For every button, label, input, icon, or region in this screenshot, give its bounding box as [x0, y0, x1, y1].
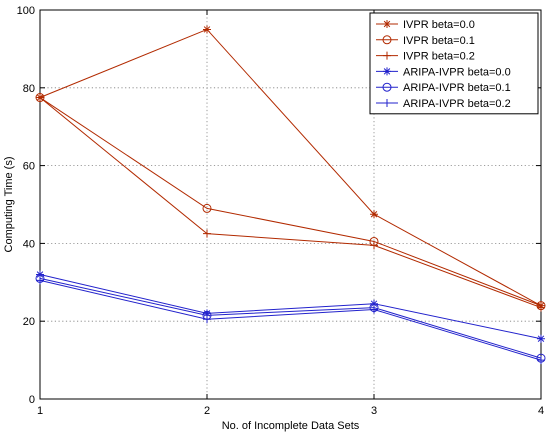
x-tick-label: 3	[371, 405, 377, 417]
series-line	[39, 97, 542, 307]
legend-entry: ARIPA-IVPR beta=0.0	[376, 66, 511, 78]
y-tick-label: 0	[29, 394, 35, 406]
data-point	[537, 334, 545, 343]
legend: IVPR beta=0.0 IVPR beta=0.1 IVPR beta=0.2 A…	[369, 12, 539, 115]
series-layer	[35, 25, 546, 365]
legend-entry: IVPR beta=0.1	[376, 35, 475, 47]
legend-entry: IVPR beta=0.2	[376, 51, 475, 63]
series-line	[39, 277, 542, 359]
series-line	[39, 274, 542, 340]
legend-box	[369, 12, 539, 115]
legend-entry: IVPR beta=0.0	[376, 19, 475, 31]
legend-label: ARIPA-IVPR beta=0.1	[403, 82, 511, 94]
legend-marker	[383, 20, 391, 28]
legend-label: IVPR beta=0.1	[403, 35, 475, 47]
data-point	[36, 276, 44, 285]
series-line	[39, 28, 542, 307]
series-line	[39, 97, 542, 309]
series-3	[36, 93, 545, 312]
x-axis-title: No. of Incomplete Data Sets	[222, 420, 360, 432]
data-point	[202, 203, 212, 213]
x-tick-label: 4	[538, 405, 544, 417]
legend-entry: ARIPA-IVPR beta=0.2	[376, 98, 511, 110]
y-axis-title: Computing Time (s)	[3, 157, 15, 253]
plot-area	[39, 9, 542, 400]
data-point	[370, 241, 378, 250]
legend-label: IVPR beta=0.0	[403, 19, 475, 31]
data-point	[203, 309, 211, 318]
series-4	[36, 270, 545, 343]
y-tick-label: 40	[23, 238, 35, 250]
data-point	[36, 93, 44, 102]
legend-label: IVPR beta=0.2	[403, 51, 475, 63]
legend-entry: ARIPA-IVPR beta=0.1	[376, 82, 511, 94]
legend-marker	[383, 67, 391, 76]
y-tick-label: 20	[23, 316, 35, 328]
data-point	[370, 210, 378, 219]
y-tick-label: 60	[23, 161, 35, 173]
series-2	[35, 93, 546, 311]
x-tick-label: 1	[37, 405, 43, 417]
legend-marker	[383, 99, 391, 107]
data-point	[370, 305, 378, 314]
legend-marker	[382, 35, 392, 45]
x-tick-label: 2	[204, 405, 210, 417]
legend-label: ARIPA-IVPR beta=0.0	[403, 66, 511, 78]
data-point	[203, 315, 211, 324]
data-point	[203, 229, 211, 238]
data-point	[537, 356, 545, 365]
y-tick-label: 100	[17, 5, 35, 17]
legend-marker	[382, 82, 392, 92]
legend-marker	[383, 51, 391, 60]
legend-label: ARIPA-IVPR beta=0.2	[403, 98, 511, 110]
y-tick-label: 80	[23, 83, 35, 95]
data-point	[203, 25, 211, 34]
series-line	[39, 279, 542, 361]
series-5	[35, 273, 546, 363]
data-point	[537, 303, 545, 312]
series-6	[36, 276, 545, 365]
